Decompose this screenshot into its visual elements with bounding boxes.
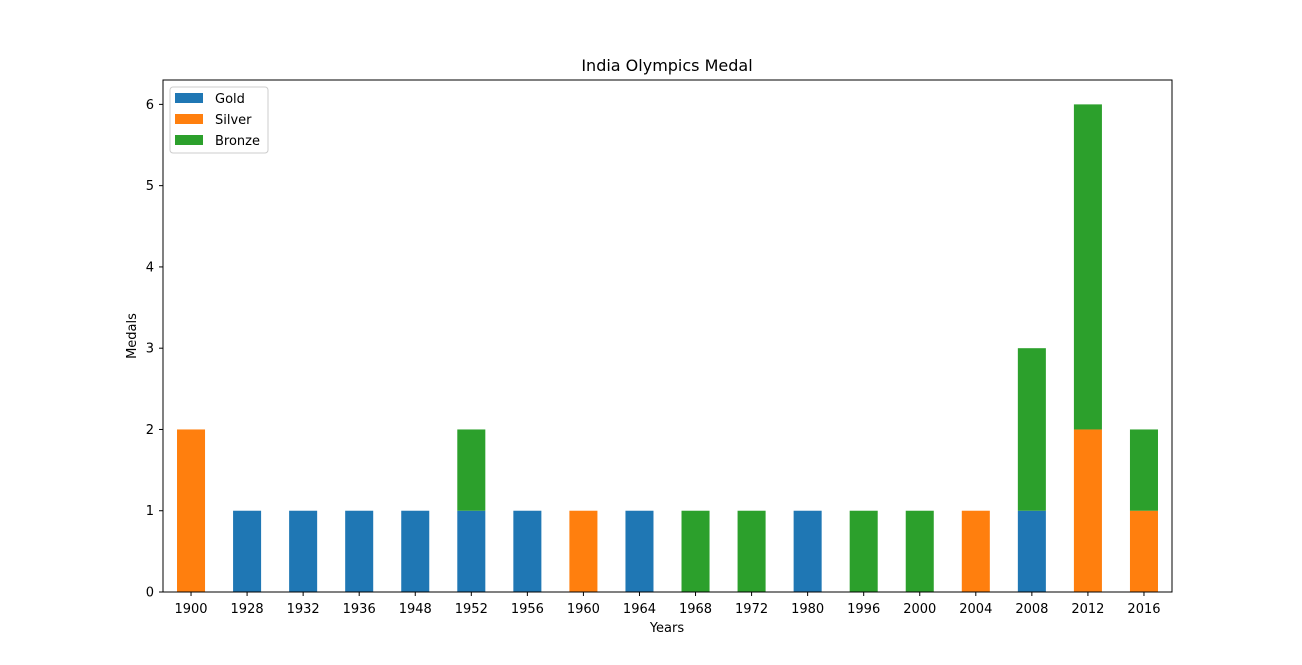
legend-label-bronze: Bronze — [215, 134, 260, 149]
chart-title: India Olympics Medal — [581, 56, 752, 75]
bar-silver-2004 — [961, 510, 990, 592]
y-tick-label: 6 — [146, 98, 154, 113]
bar-bronze-1952 — [457, 429, 486, 511]
bars-layer — [177, 104, 1158, 592]
x-tick-label: 1952 — [455, 602, 488, 617]
bar-gold-2008 — [1017, 510, 1046, 592]
x-tick-label: 1928 — [231, 602, 264, 617]
bar-gold-1948 — [401, 510, 430, 592]
bar-bronze-1968 — [681, 510, 710, 592]
x-tick-label: 1972 — [735, 602, 768, 617]
bar-gold-1956 — [513, 510, 542, 592]
y-tick-label: 4 — [146, 260, 154, 275]
bar-silver-2012 — [1073, 429, 1102, 592]
bar-bronze-1996 — [849, 510, 878, 592]
bar-silver-1960 — [569, 510, 598, 592]
x-axis: 1900 1928 1932 1936 1948 1952 1956 1960 1964 1968… — [174, 592, 1161, 617]
legend-swatch-bronze — [175, 135, 203, 145]
legend-swatch-silver — [175, 114, 203, 124]
x-tick-label: 2016 — [1127, 602, 1160, 617]
x-tick-label: 1996 — [847, 602, 880, 617]
x-tick-label: 2000 — [903, 602, 936, 617]
plot-frame — [162, 79, 1173, 593]
x-tick-label: 1968 — [679, 602, 712, 617]
bar-gold-1936 — [345, 510, 374, 592]
y-axis: 0 1 2 3 4 5 6 — [146, 98, 163, 601]
y-axis-label: Medals — [125, 313, 140, 359]
bar-silver-1900 — [177, 429, 206, 592]
x-tick-label: 1936 — [343, 602, 376, 617]
bar-gold-1928 — [233, 510, 262, 592]
x-tick-label: 1960 — [567, 602, 600, 617]
bar-bronze-1972 — [737, 510, 766, 592]
x-tick-label: 1948 — [399, 602, 432, 617]
x-tick-label: 1964 — [623, 602, 656, 617]
bar-bronze-2012 — [1073, 104, 1102, 430]
legend-swatch-gold — [175, 93, 203, 103]
y-tick-label: 3 — [146, 342, 154, 357]
y-tick-label: 2 — [146, 423, 154, 438]
legend: Gold Silver Bronze — [169, 86, 269, 154]
bar-gold-1932 — [289, 510, 318, 592]
x-tick-label: 2004 — [959, 602, 992, 617]
y-tick-label: 5 — [146, 179, 154, 194]
bar-bronze-2008 — [1017, 348, 1046, 511]
bar-gold-1952 — [457, 510, 486, 592]
x-tick-label: 2008 — [1015, 602, 1048, 617]
bar-silver-2016 — [1129, 510, 1158, 592]
bar-bronze-2000 — [905, 510, 934, 592]
x-axis-label: Years — [649, 621, 685, 636]
bar-gold-1964 — [625, 510, 654, 592]
x-tick-label: 1900 — [174, 602, 207, 617]
x-tick-label: 1956 — [511, 602, 544, 617]
bar-gold-1980 — [793, 510, 822, 592]
x-tick-label: 1932 — [287, 602, 320, 617]
y-tick-label: 1 — [146, 504, 154, 519]
bar-bronze-2016 — [1129, 429, 1158, 511]
x-tick-label: 2012 — [1071, 602, 1104, 617]
legend-label-gold: Gold — [215, 92, 245, 107]
x-tick-label: 1980 — [791, 602, 824, 617]
y-tick-label: 0 — [146, 586, 154, 601]
legend-label-silver: Silver — [215, 113, 252, 128]
